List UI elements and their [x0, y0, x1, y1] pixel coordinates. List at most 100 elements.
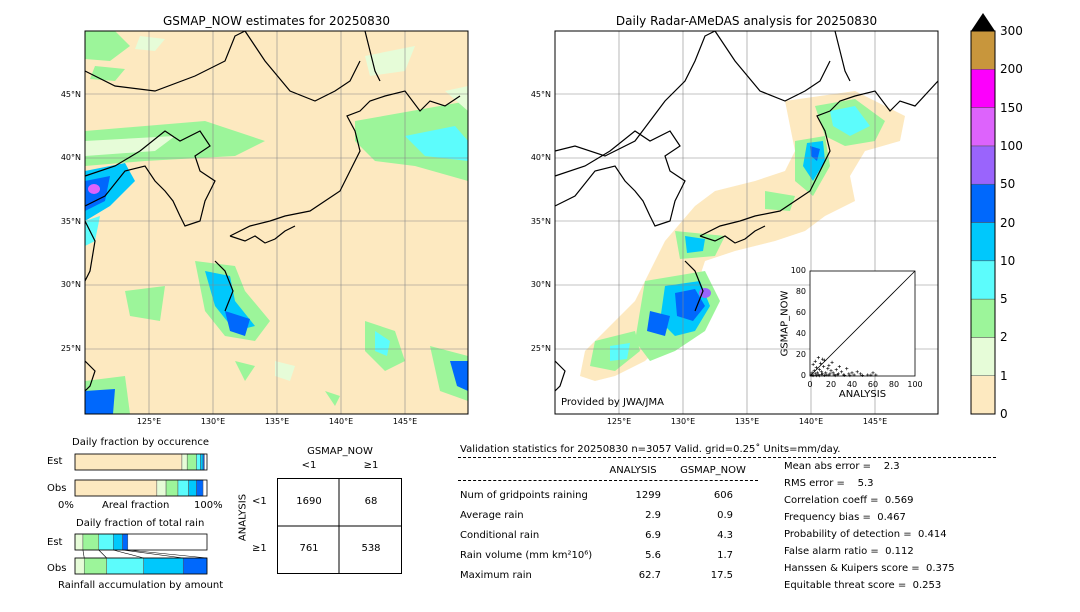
scatter-point — [826, 367, 830, 371]
scatter-point — [817, 374, 822, 378]
scatter-point — [812, 369, 816, 373]
scatter-point — [835, 373, 839, 377]
left-map-title: GSMAP_NOW estimates for 20250830 — [162, 14, 391, 28]
occurrence-title: Daily fraction by occurence — [72, 437, 210, 448]
stacked-segment — [74, 479, 158, 497]
rain-fraction-title: Daily fraction of total rain — [76, 518, 205, 529]
contingency-grid — [277, 478, 402, 574]
colorbar-segment — [970, 337, 996, 376]
score-line: Probability of detection = 0.414 — [784, 529, 947, 540]
colorbar-extend-arrow — [971, 13, 995, 31]
scatter-x-tick: 100 — [907, 380, 923, 389]
boundary-link — [113, 549, 144, 559]
stacked-segment — [182, 557, 208, 575]
left_map-lon-tick: 140°E — [328, 417, 354, 426]
colorbar-label: 20 — [1000, 215, 1016, 230]
scatter-point — [869, 373, 873, 377]
stacked-segment — [143, 557, 184, 575]
scatter-point — [818, 361, 823, 365]
bar-frame — [74, 533, 208, 551]
stacked-segment — [177, 479, 189, 497]
stats-row: Rain volume (mm km²10⁶) 5.6 1.7 — [460, 545, 733, 565]
scatter-point — [822, 364, 826, 369]
left_map-lon-tick: 130°E — [200, 417, 226, 426]
scatter-diagonal — [809, 270, 916, 377]
stats-cell-gsmap: 17.5 — [710, 569, 733, 581]
occ-est-label: Est — [47, 456, 63, 467]
contingency-title: GSMAP_NOW — [307, 446, 373, 457]
colorbar-frame — [970, 30, 996, 415]
colorbar-segment — [970, 222, 996, 262]
scatter-x-tick: 0 — [807, 380, 813, 389]
stacked-segment — [74, 557, 85, 575]
score-line: Equitable threat score = 0.253 — [784, 580, 942, 591]
colorbar-label: 2 — [1000, 330, 1008, 345]
scatter-point — [843, 373, 847, 377]
stacked-segment — [83, 557, 107, 575]
stats-row: Num of gridpoints raining 1299 606 — [460, 485, 733, 505]
right_map-lon-tick: 125°E — [606, 417, 632, 426]
stats-cell-analysis: 6.9 — [645, 529, 661, 541]
right_map-lat-tick: 25°N — [530, 343, 551, 353]
left_map-lat-tick: 30°N — [60, 280, 81, 289]
stats-cell-analysis: 2.9 — [645, 509, 661, 521]
colorbar-segment — [970, 145, 996, 185]
scatter-point — [821, 357, 825, 361]
stats-cell-label: Conditional rain — [460, 529, 540, 541]
scatter-point — [816, 356, 820, 360]
right_map-lon-tick: 130°E — [670, 417, 696, 426]
right_map-lon-tick: 135°E — [734, 417, 760, 426]
scatter-point — [855, 370, 859, 374]
scatter-point — [874, 373, 878, 377]
colorbar-label: 100 — [1000, 138, 1023, 153]
stats-divider — [458, 457, 996, 458]
right_map-lon-tick: 140°E — [798, 417, 824, 426]
left_map-lon-tick: 125°E — [136, 417, 162, 426]
occurrence-bars — [74, 453, 208, 497]
cell-ge1-ge1: 538 — [361, 543, 381, 554]
scatter-point — [823, 358, 827, 362]
rain-obs-label: Obs — [47, 563, 67, 574]
occ-tick-0: 0% — [58, 500, 74, 511]
scatter-point — [824, 371, 828, 375]
scatter-point — [814, 366, 818, 370]
stats-header: Validation statistics for 20250830 n=305… — [460, 444, 841, 455]
scatter-point — [829, 369, 833, 373]
scatter-x-tick: 40 — [846, 380, 858, 389]
stacked-segment — [106, 557, 144, 575]
colorbar — [970, 13, 996, 415]
stacked-segment — [74, 453, 183, 471]
scatter-x-tick: 80 — [888, 380, 900, 389]
stats-row: Average rain 2.9 0.9 — [460, 505, 733, 525]
colorbar-segment — [970, 107, 996, 147]
score-line: Hanssen & Kuipers score = 0.375 — [784, 563, 955, 574]
colorbar-segment — [970, 298, 996, 338]
right-map-title: Daily Radar-AMeDAS analysis for 20250830 — [615, 14, 878, 28]
scatter-point — [858, 372, 862, 376]
right_map-lat-tick: 35°N — [530, 216, 551, 226]
colorbar-label: 200 — [1000, 62, 1023, 77]
stats-cell-gsmap: 0.9 — [717, 509, 733, 521]
left_map-lat-tick: 35°N — [60, 216, 81, 226]
colorbar-segment — [970, 375, 996, 415]
stats-col-analysis: ANALYSIS — [609, 465, 657, 476]
left-rain-patches — [85, 31, 468, 414]
stats-row: Conditional rain 6.9 4.3 — [460, 525, 733, 545]
scatter-point — [833, 373, 837, 378]
scatter-point — [815, 371, 819, 375]
stacked-segment — [181, 453, 188, 471]
scatter-point — [860, 373, 865, 377]
left-map — [84, 30, 469, 415]
boundary-link — [127, 549, 208, 559]
stacked-segment — [113, 533, 123, 551]
scatter-point — [848, 373, 852, 378]
occ-tick-1: 100% — [194, 500, 223, 511]
score-line: Frequency bias = 0.467 — [784, 512, 906, 523]
colorbar-label: 1 — [1000, 368, 1008, 383]
stats-cell-gsmap: 1.7 — [717, 549, 733, 561]
score-list: Mean abs error = 2.3 RMS error = 5.3 Corre… — [784, 461, 955, 597]
scatter-point — [837, 364, 841, 369]
occ-xlabel: Areal fraction — [102, 500, 170, 511]
scatter-point — [827, 373, 831, 377]
right_map-lat-tick: 40°N — [530, 153, 551, 162]
